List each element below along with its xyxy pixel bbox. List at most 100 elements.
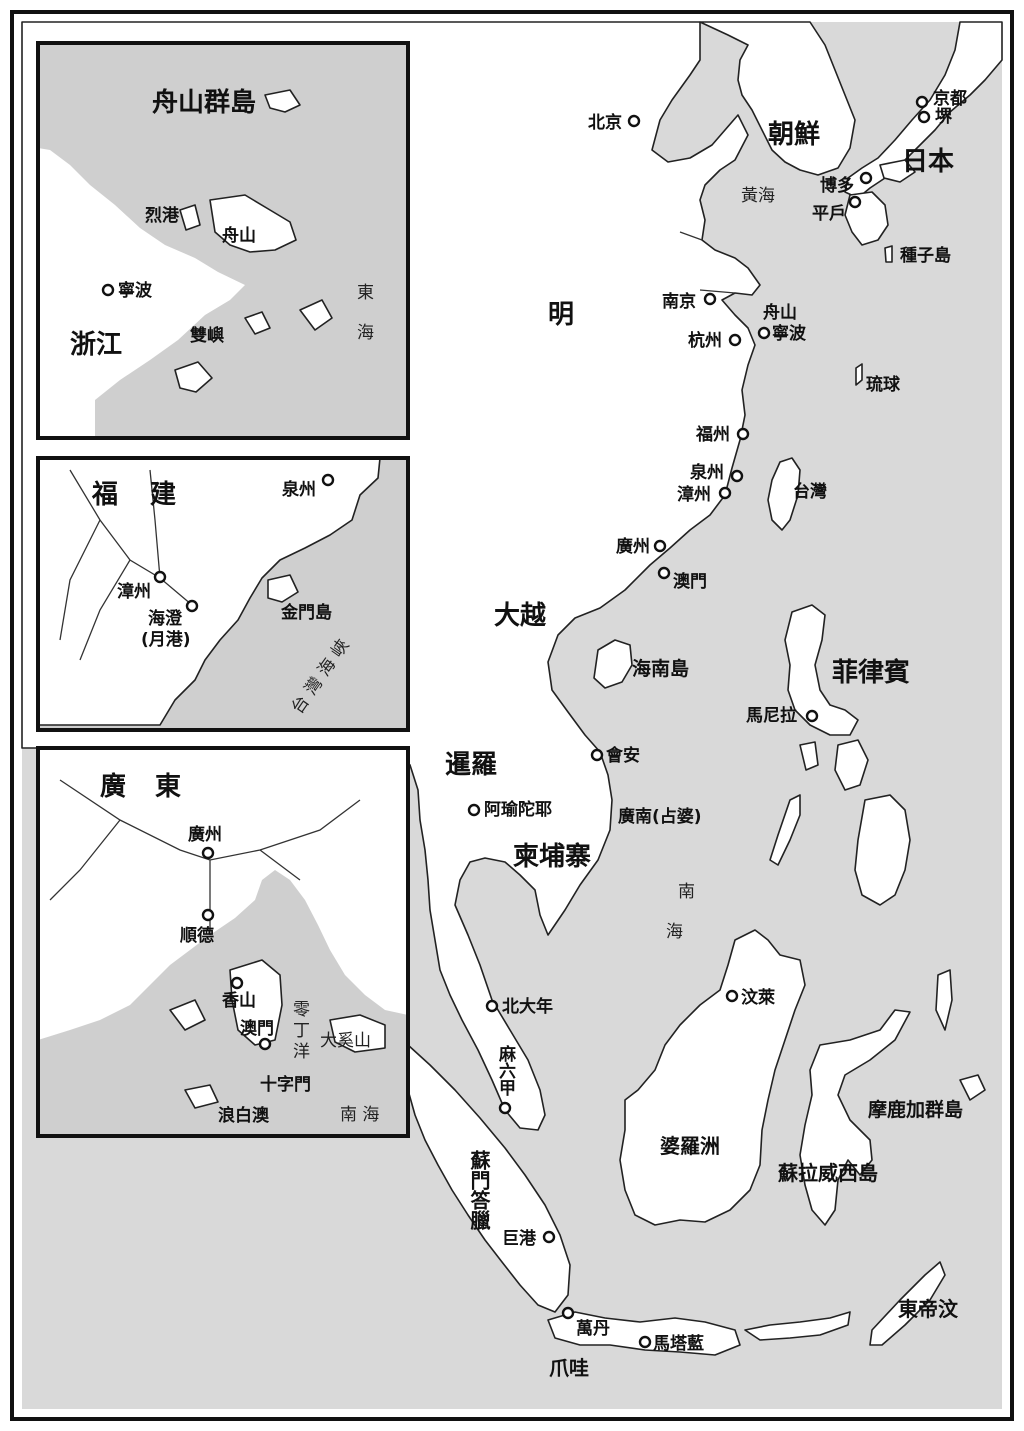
inset-islet-2 xyxy=(299,299,333,331)
label-timor: 東帝汶 xyxy=(898,1297,959,1321)
inset-label-kinmen: 金門島 xyxy=(280,602,332,623)
inset-label-liegang: 烈港 xyxy=(145,205,180,226)
inset-label-lingding-2: 丁 xyxy=(293,1021,310,1041)
label-tanegashima: 種子島 xyxy=(900,245,951,266)
inset-islet-3 xyxy=(244,311,271,335)
inset-islet-5 xyxy=(174,361,213,393)
inset-zhoushan-island xyxy=(209,194,297,253)
inset-label-shizimen: 十字門 xyxy=(260,1074,311,1095)
inset-marker-quanzhou xyxy=(321,473,335,487)
marker-guangzhou xyxy=(653,539,667,553)
inset-marker-ningbo xyxy=(101,283,115,297)
label-sumatra: 蘇門答臘 xyxy=(467,1149,491,1231)
marker-quanzhou xyxy=(730,469,744,483)
label-fuzhou: 福州 xyxy=(695,424,730,445)
label-palembang: 巨港 xyxy=(502,1228,537,1249)
inset-zhoushan-title: 舟山群島 xyxy=(152,88,256,118)
inset-islet-1 xyxy=(264,89,301,113)
label-siam: 暹羅 xyxy=(445,750,497,780)
label-mataram: 馬塔藍 xyxy=(653,1333,704,1354)
sulawesi-island xyxy=(799,1009,911,1226)
inset-label-haicheng: 海澄 xyxy=(148,608,183,629)
inset-islet-7 xyxy=(184,1084,219,1109)
label-japan: 日本 xyxy=(902,147,954,177)
city-markers xyxy=(467,95,931,1349)
inset-fujian-rivers xyxy=(59,469,193,661)
label-hangzhou: 杭州 xyxy=(688,330,722,351)
label-ningbo: 寧波 xyxy=(772,323,807,344)
inset-zhoushan-sea xyxy=(38,43,408,438)
inset-guangdong xyxy=(36,746,410,1138)
label-south-sea-1: 南 xyxy=(678,882,695,902)
label-macau: 澳門 xyxy=(673,571,707,592)
label-zhangzhou: 漳州 xyxy=(677,484,711,505)
inset-label-shuangyu: 雙嶼 xyxy=(190,325,224,346)
marker-fuzhou xyxy=(736,427,750,441)
label-java: 爪哇 xyxy=(549,1356,589,1380)
moluccas-islands-2 xyxy=(959,1074,986,1101)
marker-sakai xyxy=(917,110,931,124)
inset-guangdong-title-1: 廣 xyxy=(100,772,126,802)
label-sakai: 堺 xyxy=(935,106,953,127)
inset-label-ningbo: 寧波 xyxy=(118,280,153,301)
mindoro-island xyxy=(799,741,819,771)
label-ming: 明 xyxy=(548,300,574,330)
marker-patani xyxy=(485,999,499,1013)
inset-label-xiangshan: 香山 xyxy=(222,991,256,1011)
lesser-sunda-islands xyxy=(744,1311,851,1341)
marker-palembang xyxy=(542,1230,556,1244)
shikoku-island xyxy=(879,159,916,183)
inset-label-quanzhou: 泉州 xyxy=(281,479,316,500)
inset-zhoushan-province: 浙江 xyxy=(70,330,122,360)
inset-label-zhangzhou: 漳州 xyxy=(117,581,151,602)
label-hoian: 會安 xyxy=(605,745,640,766)
inset-kinmen-island xyxy=(267,574,299,603)
ryukyu-island xyxy=(855,363,863,386)
inset-fujian-land xyxy=(37,457,381,726)
inset-zhoushan-frame xyxy=(36,41,410,440)
marker-manila xyxy=(805,709,819,723)
moluccas-islands xyxy=(935,969,953,1031)
inset-guangdong-rivers xyxy=(49,779,361,935)
label-banten: 萬丹 xyxy=(576,1318,610,1339)
label-manila: 馬尼拉 xyxy=(746,705,797,726)
inset-label-yuegang: (月港) xyxy=(141,629,191,650)
label-brunei: 汶萊 xyxy=(741,987,776,1008)
label-joseon: 朝鮮 xyxy=(768,119,820,150)
inset-fujian-frame xyxy=(36,456,410,732)
marker-kyoto xyxy=(915,95,929,109)
inset-marker-guangzhou xyxy=(201,846,215,860)
inset-daxishan-island xyxy=(329,1014,386,1053)
hainan-island xyxy=(593,639,633,689)
marker-hakata xyxy=(859,171,873,185)
label-hirado: 平戶 xyxy=(812,203,846,224)
label-cambodia: 柬埔寨 xyxy=(513,841,591,872)
inset-label-east-sea-2: 海 xyxy=(357,323,374,343)
inset-fujian xyxy=(36,456,410,732)
inset-label-zhoushan: 舟山 xyxy=(222,225,256,246)
marker-malacca xyxy=(498,1101,512,1115)
label-beijing: 北京 xyxy=(588,112,622,133)
label-philippines: 菲律賓 xyxy=(832,657,910,688)
label-zhoushan: 舟山 xyxy=(763,302,797,323)
marker-hoian xyxy=(590,748,604,762)
label-ayutthaya: 阿瑜陀耶 xyxy=(484,799,552,820)
label-hakata: 博多 xyxy=(820,175,854,196)
label-quanzhou: 泉州 xyxy=(689,462,724,483)
label-hainan: 海南島 xyxy=(632,657,689,680)
inset-city-markers xyxy=(101,283,335,1051)
inset-islet-4 xyxy=(179,204,201,231)
inset-marker-macau xyxy=(258,1037,272,1051)
luzon-island xyxy=(784,604,859,736)
label-yellow-sea: 黃海 xyxy=(741,186,775,206)
inset-guangdong-title-2: 東 xyxy=(155,772,181,802)
inset-label-east-sea-1: 東 xyxy=(357,283,374,303)
label-sulawesi: 蘇拉威西島 xyxy=(777,1161,878,1185)
marker-beijing xyxy=(627,114,641,128)
marker-ningbo xyxy=(757,326,771,340)
inset-marker-xiangshan xyxy=(230,976,244,990)
label-champa: 廣南(占婆) xyxy=(618,806,702,827)
visayas-islands xyxy=(834,739,869,791)
marker-macau xyxy=(657,566,671,580)
